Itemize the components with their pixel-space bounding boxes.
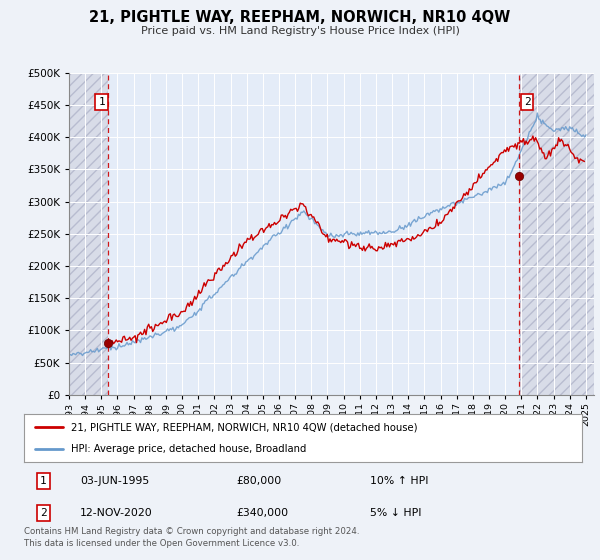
- Text: HPI: Average price, detached house, Broadland: HPI: Average price, detached house, Broa…: [71, 444, 307, 454]
- Text: 21, PIGHTLE WAY, REEPHAM, NORWICH, NR10 4QW (detached house): 21, PIGHTLE WAY, REEPHAM, NORWICH, NR10 …: [71, 422, 418, 432]
- Bar: [69, 73, 108, 395]
- Text: £340,000: £340,000: [236, 508, 288, 518]
- Text: £80,000: £80,000: [236, 476, 281, 486]
- Text: Contains HM Land Registry data © Crown copyright and database right 2024.
This d: Contains HM Land Registry data © Crown c…: [24, 527, 359, 548]
- Text: 10% ↑ HPI: 10% ↑ HPI: [370, 476, 428, 486]
- Text: 12-NOV-2020: 12-NOV-2020: [80, 508, 152, 518]
- Text: 5% ↓ HPI: 5% ↓ HPI: [370, 508, 421, 518]
- Text: 2: 2: [40, 508, 47, 518]
- Text: 1: 1: [98, 97, 105, 107]
- Text: 21, PIGHTLE WAY, REEPHAM, NORWICH, NR10 4QW: 21, PIGHTLE WAY, REEPHAM, NORWICH, NR10 …: [89, 10, 511, 25]
- Bar: [519, 73, 594, 395]
- Text: Price paid vs. HM Land Registry's House Price Index (HPI): Price paid vs. HM Land Registry's House …: [140, 26, 460, 36]
- Text: 1: 1: [40, 476, 47, 486]
- Text: 03-JUN-1995: 03-JUN-1995: [80, 476, 149, 486]
- Text: 2: 2: [524, 97, 530, 107]
